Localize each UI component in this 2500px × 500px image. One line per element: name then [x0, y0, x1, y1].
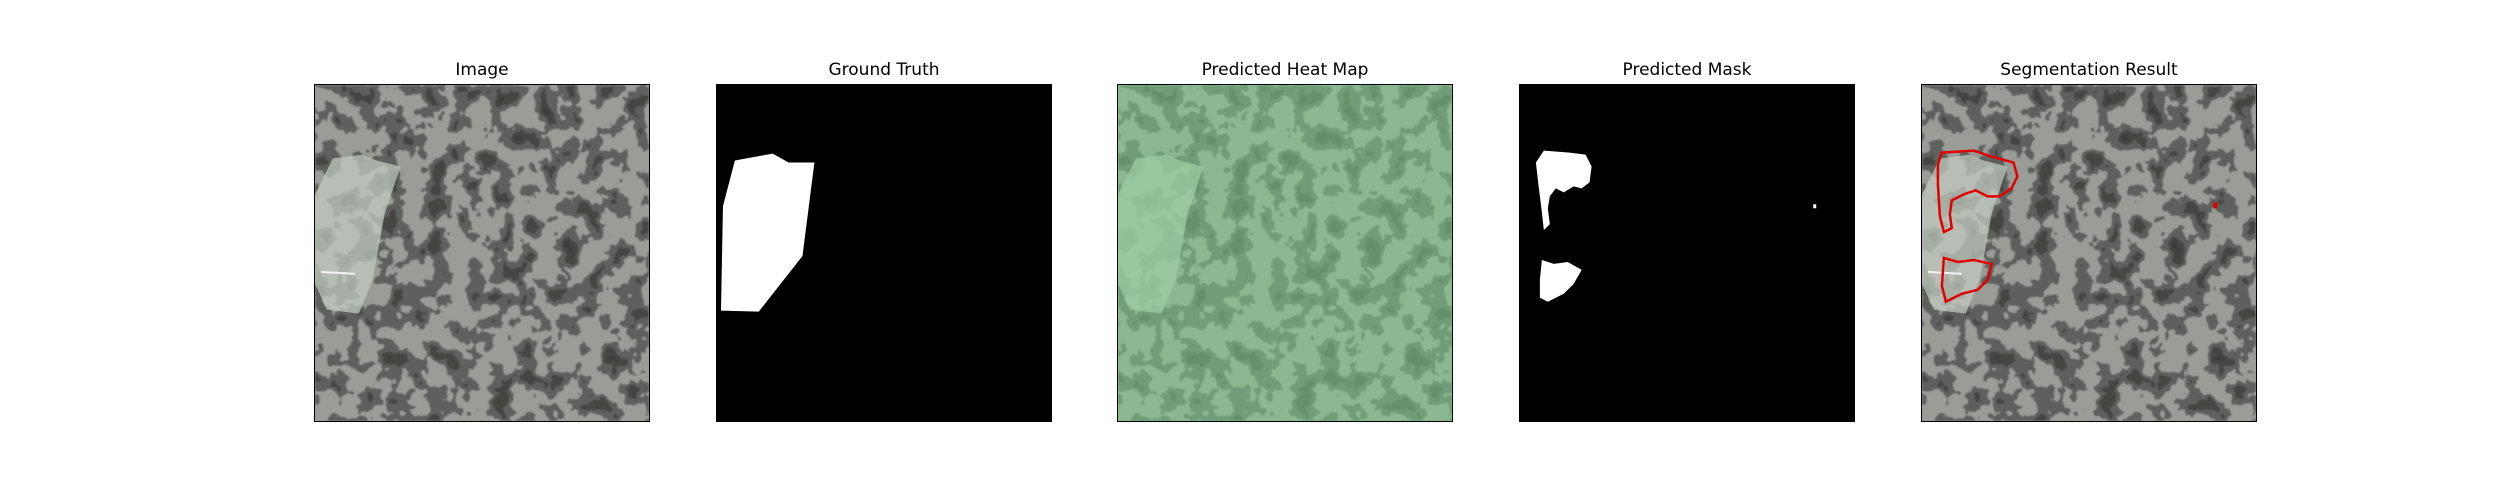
defect-streak [320, 270, 355, 275]
segmentation-contour-upper [1936, 149, 2019, 234]
ground-truth-mask [717, 85, 1051, 421]
segmentation-contour-lower [1940, 256, 1994, 304]
panel-title-heat-map: Predicted Heat Map [1201, 60, 1369, 80]
predicted-mask-panel [1519, 84, 1855, 422]
ground-truth-panel [716, 84, 1052, 422]
predicted-region-upper [1535, 150, 1592, 231]
ground-truth-region [720, 153, 815, 312]
segmentation-contour-speck [2213, 202, 2218, 209]
segmentation-overlay-image [1922, 85, 2256, 421]
segmentation-result-panel [1921, 84, 2257, 422]
heat-map-overlay [1118, 85, 1452, 421]
image-panel [314, 84, 650, 422]
heat-map-panel [1117, 84, 1453, 422]
panel-title-image: Image [455, 60, 509, 80]
predicted-region-lower [1539, 259, 1582, 302]
heat-map-image [1118, 85, 1452, 421]
predicted-mask [1520, 85, 1854, 421]
panel-title-ground-truth: Ground Truth [828, 60, 940, 80]
panel-title-predicted-mask: Predicted Mask [1622, 60, 1752, 80]
panel-title-segmentation-result: Segmentation Result [2000, 60, 2178, 80]
texture-image [315, 85, 649, 421]
predicted-region-speck [1813, 204, 1817, 209]
defect-patch [315, 154, 401, 314]
